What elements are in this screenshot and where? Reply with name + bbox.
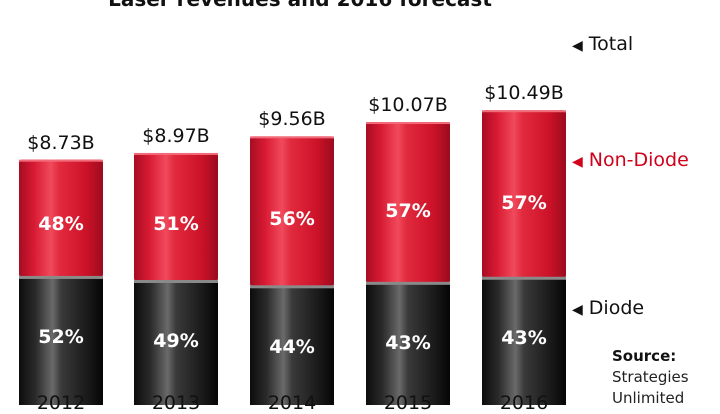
chart-canvas [19, 110, 566, 405]
x-tick-label: 2016 [499, 392, 549, 414]
x-tick-label: 2014 [267, 392, 317, 414]
non-diode-percent-label: 51% [153, 212, 199, 235]
bar-separator [366, 281, 450, 285]
legend-total: ◀ Total [572, 33, 633, 55]
legend-diode: ◀ Diode [572, 297, 644, 319]
diode-percent-label: 44% [269, 335, 315, 358]
non-diode-percent-label: 48% [38, 213, 84, 236]
bar-diode [250, 286, 334, 405]
source-line: Unlimited [612, 389, 685, 407]
total-label: $9.56B [258, 108, 326, 131]
arrow-left-icon: ◀ [572, 302, 583, 318]
bar-separator [134, 279, 218, 283]
total-label: $10.07B [368, 94, 448, 117]
source-line: Strategies [612, 368, 689, 386]
bar-top-edge [482, 110, 566, 113]
bar-non-diode [482, 110, 566, 279]
bar-non-diode [19, 159, 103, 278]
bar-top-edge [250, 136, 334, 139]
bar-non-diode [250, 136, 334, 287]
chart-title: Laser revenues and 2016 forecast [0, 0, 600, 11]
bar-non-diode [134, 152, 218, 282]
bar-top-edge [366, 122, 450, 125]
bar-separator [482, 276, 566, 280]
bar-non-diode [366, 122, 450, 284]
arrow-left-icon: ◀ [572, 38, 583, 54]
non-diode-percent-label: 56% [269, 208, 315, 231]
bar-top-edge [134, 152, 218, 155]
bar-diode [366, 283, 450, 405]
diode-percent-label: 43% [501, 327, 547, 350]
total-label: $8.73B [27, 131, 95, 154]
diode-percent-label: 49% [153, 330, 199, 353]
legend-non-diode-label: Non-Diode [588, 149, 689, 171]
arrow-left-icon: ◀ [572, 154, 583, 170]
source-heading: Source: [612, 347, 677, 365]
diode-percent-label: 43% [385, 332, 431, 355]
bar-separator [19, 275, 103, 279]
bar-separator [250, 285, 334, 289]
bar-diode [482, 278, 566, 405]
diode-percent-label: 52% [38, 326, 84, 349]
legend-total-label: Total [588, 33, 634, 55]
source-note: Source: Strategies Unlimited [612, 346, 689, 409]
non-diode-percent-label: 57% [501, 191, 547, 214]
non-diode-percent-label: 57% [385, 199, 431, 222]
total-label: $10.49B [484, 82, 564, 105]
x-tick-label: 2013 [151, 392, 201, 414]
legend-diode-label: Diode [588, 297, 645, 319]
total-label: $8.97B [142, 124, 210, 147]
bar-diode [134, 281, 218, 405]
x-tick-label: 2015 [383, 392, 433, 414]
bar-top-edge [19, 159, 103, 162]
x-tick-label: 2012 [36, 392, 86, 414]
legend-non-diode: ◀ Non-Diode [572, 149, 689, 171]
bar-diode [19, 277, 103, 405]
